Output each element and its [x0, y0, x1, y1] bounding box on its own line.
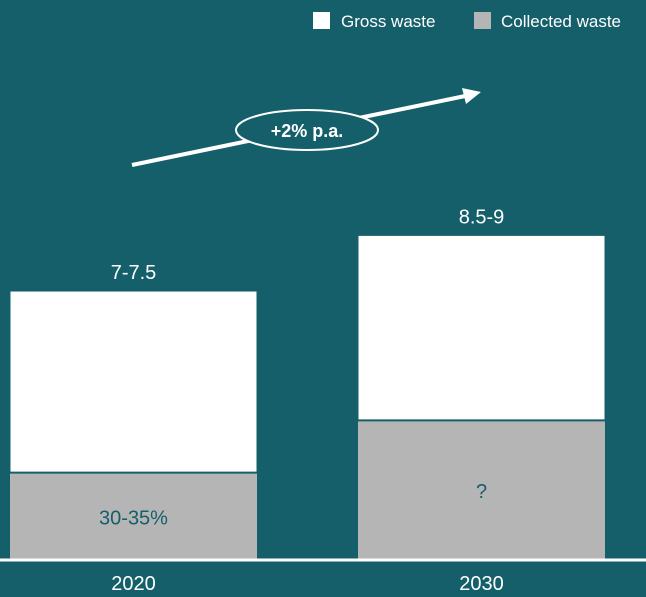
- collected-label-2020: 30-35%: [99, 507, 168, 529]
- legend: Gross waste Collected waste: [313, 12, 621, 31]
- growth-annotation-bubble: [235, 109, 379, 151]
- legend-label-collected: Collected waste: [501, 12, 621, 31]
- bar-gross-2030: [357, 234, 606, 421]
- collected-label-2030: ?: [476, 481, 487, 503]
- growth-arrow: +2% p.a.: [131, 88, 481, 167]
- x-tick-2030: 2030: [459, 573, 504, 595]
- bar-collected-2030: [358, 420, 605, 560]
- growth-arrow-head: [462, 88, 481, 104]
- x-tick-2020: 2020: [111, 573, 156, 595]
- total-label-2030: 8.5-9: [459, 206, 505, 228]
- legend-swatch-collected: [474, 12, 491, 29]
- bars: [9, 234, 606, 560]
- legend-swatch-gross: [313, 12, 330, 29]
- growth-annotation: +2% p.a.: [271, 121, 344, 141]
- bar-collected-2020: [10, 472, 257, 560]
- legend-label-gross: Gross waste: [341, 12, 435, 31]
- bar-labels: 7-7.5 30-35% 2020 8.5-9? 2030: [99, 206, 504, 595]
- total-label-2020: 7-7.5: [111, 262, 157, 284]
- bar-gross-2020: [9, 290, 258, 474]
